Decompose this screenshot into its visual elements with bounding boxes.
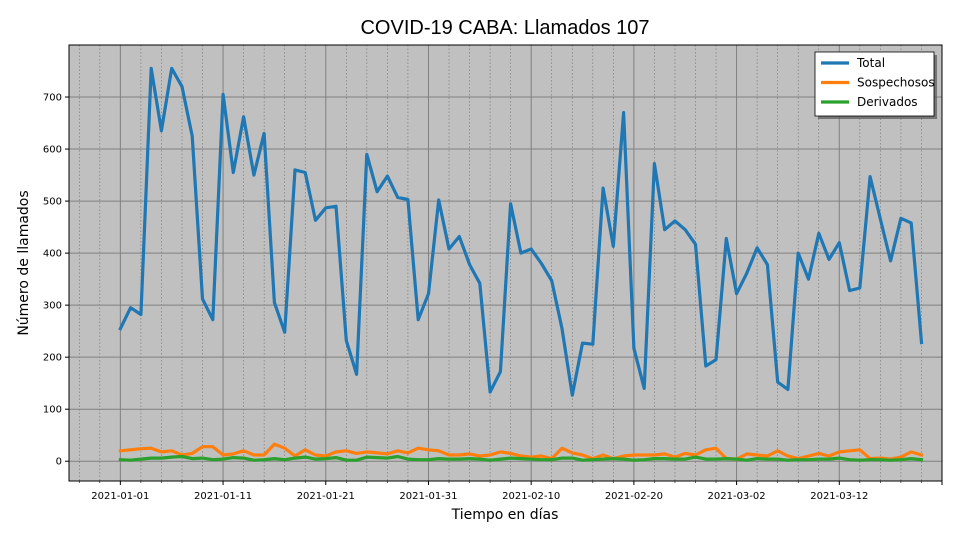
x-tick-label: 2021-01-11: [194, 491, 252, 502]
legend: Total Sospechosos Derivados: [814, 51, 937, 119]
x-tick-label: 2021-01-21: [297, 491, 355, 502]
x-axis-ticks: 2021-01-01 2021-01-11 2021-01-21 2021-01-31…: [78, 481, 943, 502]
series-line-derivados: [118, 454, 924, 462]
x-tick-label: 2021-03-02: [708, 491, 766, 502]
series-line-total: [118, 66, 924, 397]
plot-frame: [68, 44, 943, 482]
y-tick-label: 700: [43, 93, 62, 104]
x-axis-label: Tiempo en días: [451, 507, 559, 523]
x-tick-label: 2021-01-01: [91, 491, 149, 502]
series-lines: [118, 66, 924, 462]
x-tick-label: 2021-03-12: [810, 491, 868, 502]
x-tick-label: 2021-01-31: [399, 491, 457, 502]
chart-title: COVID-19 CABA: Llamados 107: [360, 17, 649, 39]
series-line-sospechosos: [118, 442, 924, 461]
y-axis-label: Número de llamados: [16, 190, 32, 335]
y-tick-label: 100: [43, 405, 62, 416]
y-tick-label: 200: [43, 353, 62, 364]
y-tick-label: 0: [56, 457, 62, 468]
y-tick-label: 400: [43, 249, 62, 260]
y-axis-ticks: 0 100 200 300 400 500 600 700: [43, 93, 69, 468]
x-tick-label: 2021-02-10: [502, 491, 560, 502]
legend-label: Total: [856, 56, 885, 70]
y-tick-label: 300: [43, 301, 62, 312]
legend-label: Derivados: [857, 95, 918, 109]
x-tick-label: 2021-02-20: [605, 491, 663, 502]
legend-label: Sospechosos: [857, 76, 935, 90]
y-tick-label: 500: [43, 197, 62, 208]
y-tick-label: 600: [43, 145, 62, 156]
